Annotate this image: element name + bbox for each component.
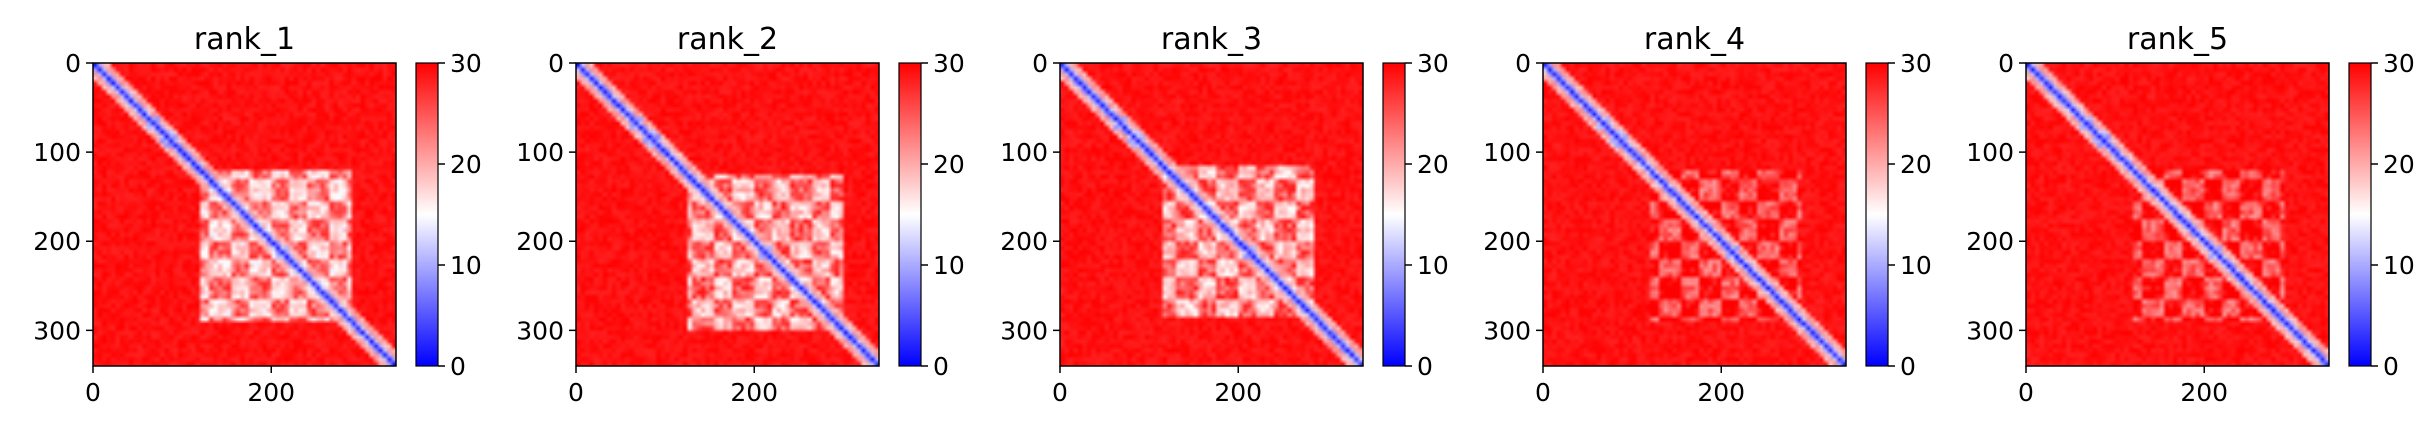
colorbar-tick-label: 10 — [933, 251, 965, 280]
y-tick-label: 100 — [33, 138, 81, 167]
colorbar-tick-label: 20 — [2383, 150, 2415, 179]
colorbar-tick-label: 10 — [2383, 251, 2415, 280]
colorbar-tick-label: 0 — [2383, 352, 2399, 381]
colorbar — [1865, 62, 1889, 367]
heatmap-image — [2026, 63, 2329, 366]
colorbar-tick-label: 0 — [450, 352, 466, 381]
heatmap-image — [1060, 63, 1363, 366]
y-tick-label: 0 — [1998, 49, 2014, 78]
heatmap-panel-1: rank_1 0 100 200 300 0 200 0 10 20 30 — [33, 22, 482, 407]
x-tick-label: 200 — [730, 378, 778, 407]
heatmap-panel-5: rank_5 0 100 200 300 0 200 0 10 20 30 — [1966, 22, 2415, 407]
panel-title: rank_2 — [677, 22, 778, 57]
colorbar-tick-label: 0 — [933, 352, 949, 381]
heatmap-image — [93, 63, 396, 366]
heatmap-frame — [92, 62, 397, 367]
x-tick-label: 200 — [2180, 378, 2228, 407]
colorbar-tick-label: 0 — [1900, 352, 1916, 381]
colorbar-tick-label: 30 — [1900, 49, 1932, 78]
y-tick-label: 200 — [516, 227, 564, 256]
y-tick-label: 0 — [1032, 49, 1048, 78]
x-tick-label: 0 — [1052, 378, 1068, 407]
x-tick-label: 0 — [568, 378, 584, 407]
heatmap-image — [1543, 63, 1846, 366]
y-tick-label: 200 — [1966, 227, 2014, 256]
y-tick-label: 200 — [1483, 227, 1531, 256]
colorbar — [898, 62, 922, 367]
y-tick-label: 300 — [1966, 316, 2014, 345]
colorbar-tick-label: 10 — [1900, 251, 1932, 280]
heatmap-image — [576, 63, 879, 366]
colorbar-tick-label: 30 — [2383, 49, 2415, 78]
colorbar-tick-label: 30 — [1417, 49, 1449, 78]
colorbar-tick-label: 20 — [1900, 150, 1932, 179]
panel-title: rank_5 — [2127, 22, 2228, 57]
y-tick-label: 100 — [516, 138, 564, 167]
colorbar-tick-label: 10 — [450, 251, 482, 280]
colorbar — [415, 62, 439, 367]
colorbar-tick-label: 20 — [1417, 150, 1449, 179]
x-tick-label: 0 — [85, 378, 101, 407]
y-tick-label: 100 — [1966, 138, 2014, 167]
x-tick-label: 0 — [1535, 378, 1551, 407]
y-tick-label: 300 — [516, 316, 564, 345]
colorbar-tick-label: 0 — [1417, 352, 1433, 381]
x-tick-label: 200 — [1697, 378, 1745, 407]
colorbar-tick-label: 30 — [450, 49, 482, 78]
heatmap-panel-4: rank_4 0 100 200 300 0 200 0 10 20 30 — [1483, 22, 1932, 407]
colorbar-tick-label: 20 — [450, 150, 482, 179]
y-tick-label: 200 — [33, 227, 81, 256]
panel-title: rank_4 — [1644, 22, 1745, 57]
colorbar — [1382, 62, 1406, 367]
x-tick-label: 0 — [2018, 378, 2034, 407]
heatmap-panel-2: rank_2 0 100 200 300 0 200 0 10 20 30 — [516, 22, 965, 407]
colorbar-tick-label: 30 — [933, 49, 965, 78]
y-tick-label: 0 — [65, 49, 81, 78]
heatmap-panel-3: rank_3 0 100 200 300 0 200 0 10 20 30 — [1000, 22, 1449, 407]
y-tick-label: 200 — [1000, 227, 1048, 256]
x-tick-label: 200 — [1214, 378, 1262, 407]
y-tick-label: 0 — [548, 49, 564, 78]
panel-title: rank_3 — [1161, 22, 1262, 57]
y-tick-label: 300 — [1000, 316, 1048, 345]
y-tick-label: 100 — [1000, 138, 1048, 167]
heatmap-frame — [1542, 62, 1847, 367]
x-tick-label: 200 — [247, 378, 295, 407]
heatmap-frame — [1059, 62, 1364, 367]
heatmap-frame — [575, 62, 880, 367]
colorbar — [2348, 62, 2372, 367]
heatmap-frame — [2025, 62, 2330, 367]
panel-title: rank_1 — [194, 22, 295, 57]
colorbar-tick-label: 20 — [933, 150, 965, 179]
y-tick-label: 300 — [1483, 316, 1531, 345]
y-tick-label: 0 — [1515, 49, 1531, 78]
y-tick-label: 100 — [1483, 138, 1531, 167]
colorbar-tick-label: 10 — [1417, 251, 1449, 280]
y-tick-label: 300 — [33, 316, 81, 345]
